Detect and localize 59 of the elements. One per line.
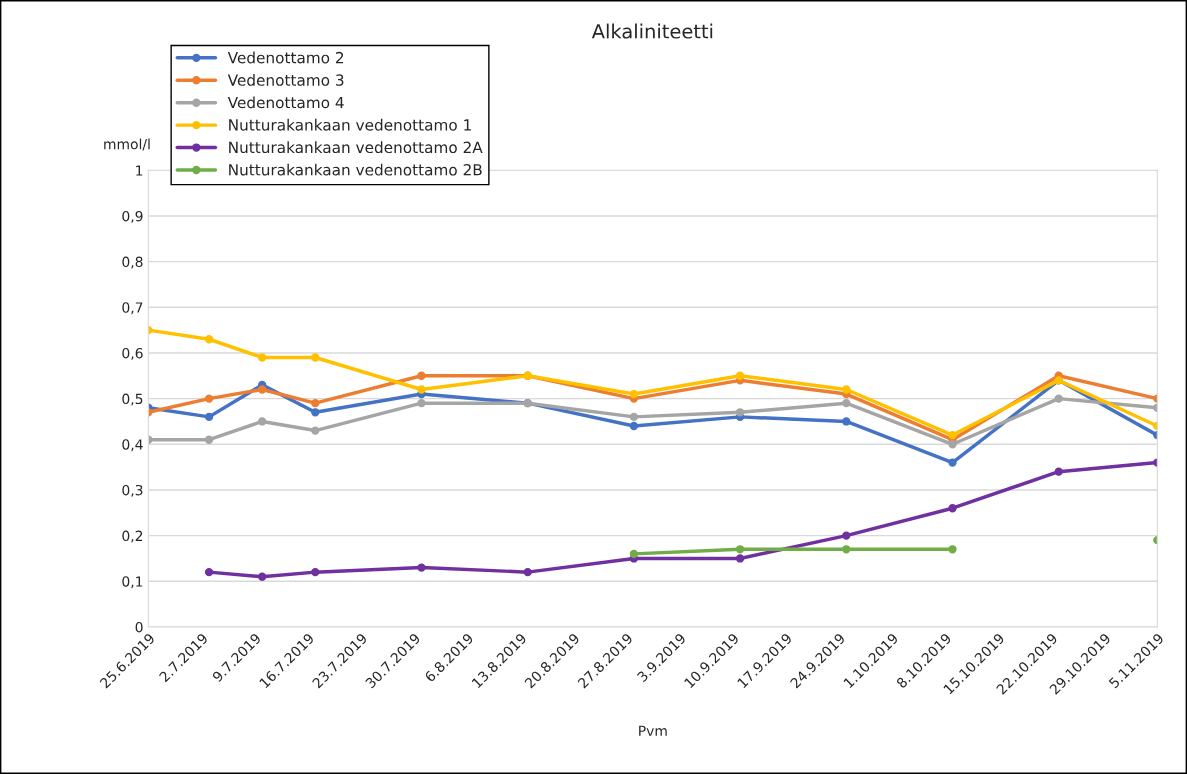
point	[629, 412, 639, 422]
legend-label: Nutturakankaan vedenottamo 1	[229, 118, 471, 131]
point	[948, 430, 957, 440]
point	[842, 399, 851, 408]
point	[311, 408, 320, 417]
y-tick-label: 0,5	[122, 393, 143, 406]
legend-label: Vedenottamo 4	[227, 96, 344, 109]
y-tick-label: 0	[135, 621, 143, 633]
point	[1054, 467, 1063, 476]
point	[204, 412, 214, 422]
point	[735, 371, 745, 380]
point	[417, 399, 426, 408]
chart-title: Alkaliniteetti	[591, 23, 713, 39]
point	[257, 572, 267, 581]
point	[523, 567, 532, 577]
point	[417, 385, 426, 394]
y-tick-label: 1	[136, 165, 143, 176]
point	[948, 440, 957, 449]
y-axis-title: mmol/l	[104, 138, 150, 151]
point	[948, 458, 957, 467]
x-axis-title: Pvm	[639, 725, 667, 736]
legend-label: Nutturakankaan vedenottamo 2B	[229, 163, 482, 176]
y-tick-label: 0,4	[122, 439, 143, 452]
point	[1054, 394, 1063, 403]
point	[842, 531, 851, 540]
legend-label: Nutturakankaan vedenottamo 2A	[229, 141, 483, 154]
point	[204, 435, 214, 444]
y-tick-label: 0,1	[122, 576, 143, 589]
point	[417, 563, 426, 572]
point	[629, 421, 639, 431]
point	[257, 353, 267, 362]
y-tick-label: 0,9	[122, 210, 143, 223]
point	[842, 417, 851, 426]
point	[204, 567, 214, 577]
point	[948, 545, 957, 554]
point	[842, 385, 851, 394]
point	[629, 389, 639, 399]
legend-label: Vedenottamo 2	[227, 51, 344, 64]
point	[311, 567, 320, 577]
point	[417, 371, 426, 380]
legend-label: Vedenottamo 3	[227, 74, 344, 86]
point	[311, 426, 320, 435]
point	[842, 545, 851, 554]
point	[948, 504, 957, 513]
point	[257, 417, 267, 426]
point	[257, 385, 267, 394]
point	[204, 335, 214, 344]
y-tick-label: 0,3	[122, 484, 143, 497]
point	[735, 545, 745, 554]
y-tick-label: 0,8	[122, 256, 143, 269]
point	[629, 549, 639, 559]
y-tick-label: 0,6	[122, 347, 143, 360]
point	[311, 353, 320, 362]
point	[311, 399, 320, 408]
y-tick-label: 0,7	[122, 302, 143, 315]
point	[204, 394, 214, 403]
point	[735, 408, 745, 417]
y-tick-label: 0,2	[122, 530, 143, 543]
point	[735, 554, 745, 563]
